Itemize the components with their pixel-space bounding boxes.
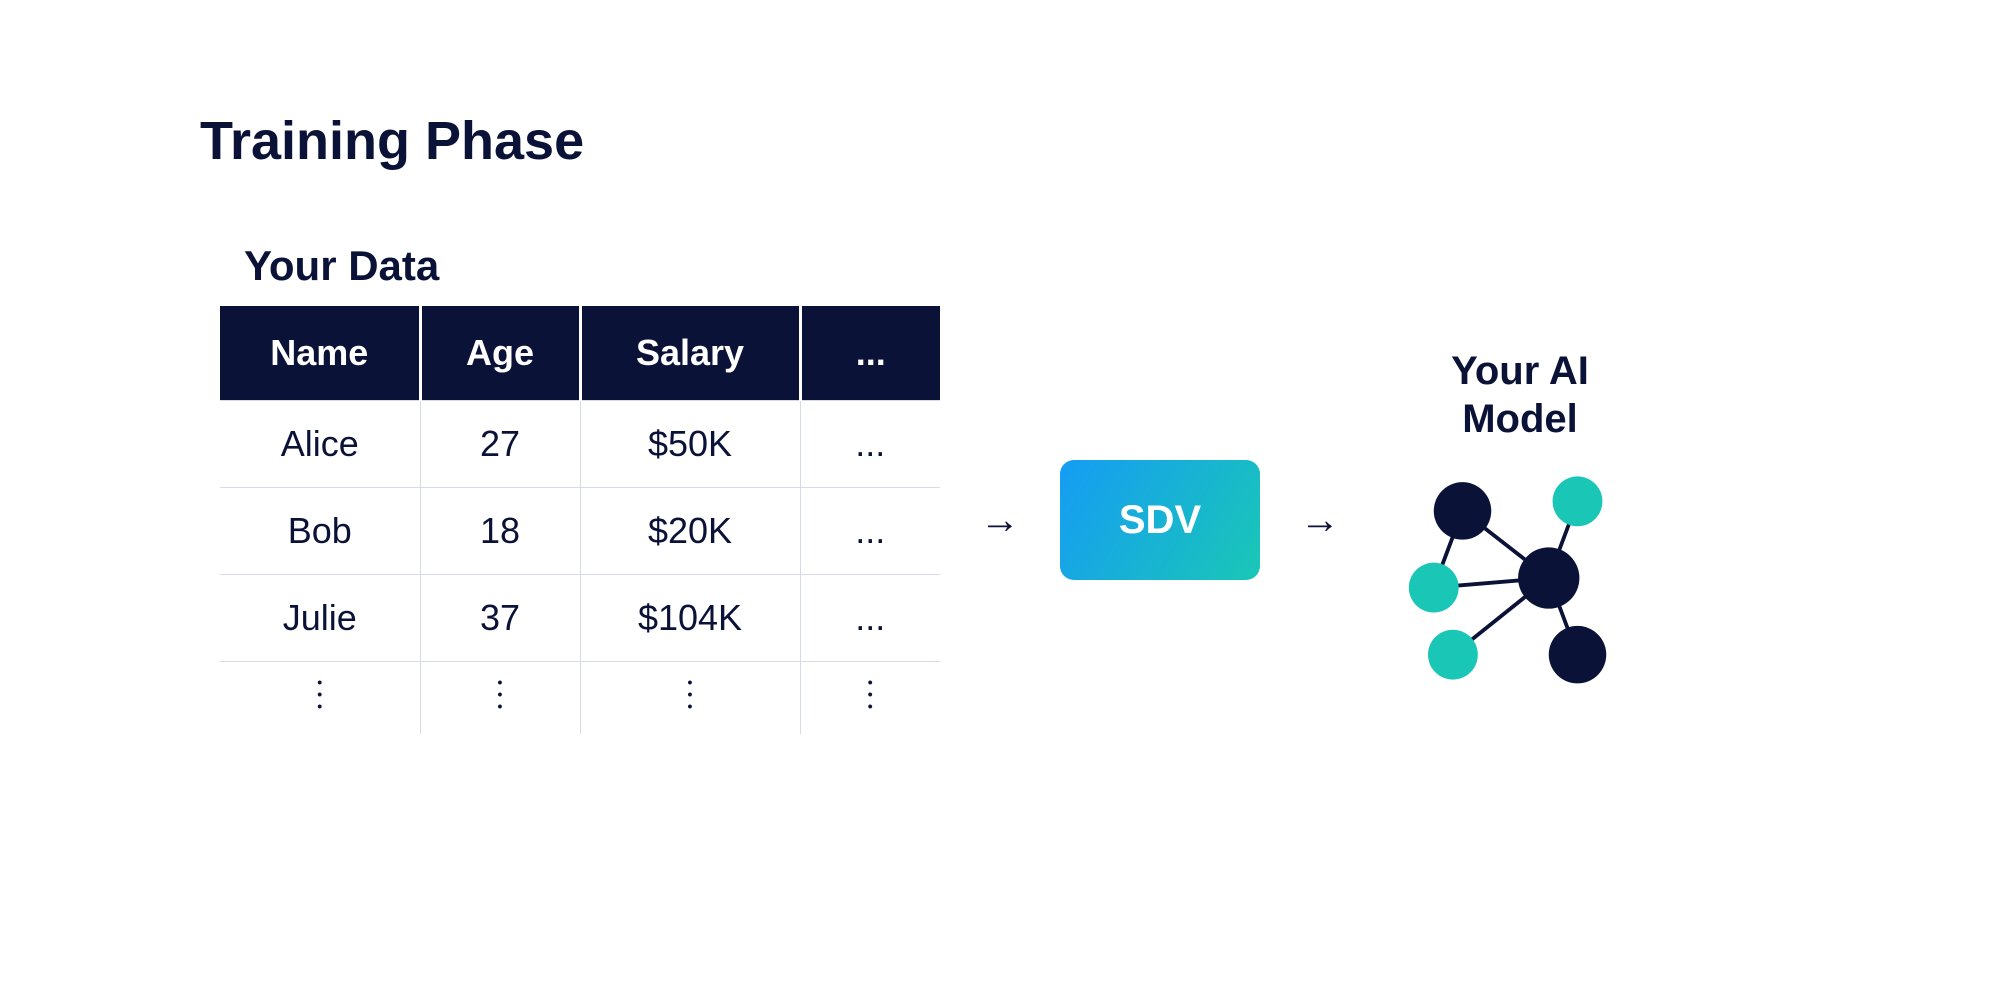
network-node [1518, 547, 1579, 608]
table-header: Name [220, 306, 420, 401]
table-cell: 27 [420, 401, 580, 488]
table-cell: $20K [580, 488, 800, 575]
table-cell: Bob [220, 488, 420, 575]
vertical-ellipsis-icon: ••• [580, 662, 800, 735]
network-node [1549, 626, 1607, 684]
data-label: Your Data [244, 242, 1800, 290]
network-node [1553, 476, 1603, 526]
table-cell: Alice [220, 401, 420, 488]
vertical-ellipsis-icon: ••• [800, 662, 940, 735]
table-cell: ... [800, 488, 940, 575]
table-cell: $104K [580, 575, 800, 662]
ai-model-label-line1: Your AI [1451, 349, 1589, 393]
network-node [1434, 482, 1492, 540]
diagram-container: Training Phase Your Data NameAgeSalary..… [200, 110, 1800, 734]
data-table: NameAgeSalary... Alice27$50K...Bob18$20K… [220, 306, 940, 734]
sdv-badge: SDV [1060, 460, 1260, 580]
table-row-ellipsis: •••••••••••• [220, 662, 940, 735]
vertical-ellipsis-icon: ••• [220, 662, 420, 735]
table-header: ... [800, 306, 940, 401]
network-node [1409, 563, 1459, 613]
table-cell: Julie [220, 575, 420, 662]
network-node [1428, 630, 1478, 680]
ai-model-block: Your AI Model [1390, 347, 1650, 693]
table-header: Age [420, 306, 580, 401]
sdv-label: SDV [1119, 498, 1201, 543]
arrow-icon: → [1300, 498, 1340, 543]
table-row: Alice27$50K... [220, 401, 940, 488]
ai-model-label: Your AI Model [1451, 347, 1589, 443]
arrow-icon: → [980, 498, 1020, 543]
ai-model-label-line2: Model [1462, 397, 1578, 441]
table-cell: 18 [420, 488, 580, 575]
table-row: Julie37$104K... [220, 575, 940, 662]
table-cell: ... [800, 575, 940, 662]
vertical-ellipsis-icon: ••• [420, 662, 580, 735]
flow-row: NameAgeSalary... Alice27$50K...Bob18$20K… [200, 306, 1800, 734]
table-cell: 37 [420, 575, 580, 662]
table-row: Bob18$20K... [220, 488, 940, 575]
data-table-wrap: NameAgeSalary... Alice27$50K...Bob18$20K… [220, 306, 940, 734]
page-title: Training Phase [200, 110, 1800, 172]
network-icon [1390, 463, 1650, 693]
table-cell: ... [800, 401, 940, 488]
table-header: Salary [580, 306, 800, 401]
table-cell: $50K [580, 401, 800, 488]
